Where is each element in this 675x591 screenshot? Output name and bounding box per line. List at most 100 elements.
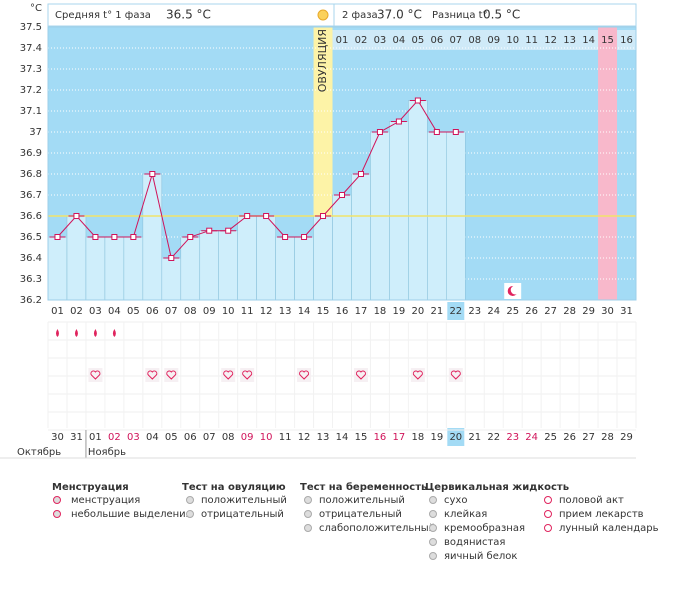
menstruation-icon: [74, 329, 78, 337]
y-tick-label: 37: [29, 127, 42, 138]
header-box: [47, 3, 637, 27]
bar: [180, 236, 201, 301]
x-tick-label: 14: [298, 306, 311, 317]
date-label: 18: [412, 432, 425, 443]
date-label: 22: [487, 432, 500, 443]
legend-icon: [544, 510, 552, 518]
x-tick-label: 24: [487, 306, 500, 317]
phase1-value: 36.5 °C: [166, 8, 211, 22]
x-tick-label: 17: [355, 306, 368, 317]
legend-title: Менструация: [52, 482, 129, 493]
post-ov-day: 09: [487, 35, 500, 46]
x-tick-label: 22: [449, 306, 462, 317]
heart-bg: [410, 368, 425, 382]
x-tick-label: 16: [336, 306, 349, 317]
y-tick-label: 36.7: [20, 190, 42, 201]
bar: [408, 100, 428, 301]
post-ov-day: 15: [601, 35, 614, 46]
post-ov-day: 04: [393, 35, 406, 46]
post-ov-day: 01: [336, 35, 349, 46]
bar: [161, 257, 182, 301]
point: [73, 213, 80, 219]
date-label: 08: [222, 432, 235, 443]
legend-item: лунный календарь: [559, 523, 659, 534]
date-label: 05: [165, 432, 178, 443]
post-ov-day: 02: [355, 35, 368, 46]
x-tick-label: 28: [563, 306, 576, 317]
post-ov-day: 05: [412, 35, 425, 46]
point: [225, 227, 232, 234]
point: [376, 129, 383, 135]
x-tick-label: 11: [241, 306, 254, 317]
heart-bg: [164, 368, 179, 382]
point: [339, 192, 345, 198]
legend-item: водянистая: [444, 537, 505, 548]
date-label: 06: [184, 432, 197, 443]
date-label: 02: [108, 432, 121, 443]
date-label: 27: [582, 432, 595, 443]
heart-bg: [297, 368, 312, 382]
legend-title: Тест на беременность: [300, 481, 427, 493]
date-label: 30: [51, 432, 64, 443]
bar: [294, 236, 314, 301]
legend-item: слабоположительный: [319, 523, 435, 534]
bar: [142, 173, 163, 301]
y-tick-label: 36.3: [20, 274, 42, 285]
phase2-strip: [332, 30, 636, 50]
x-tick-label: 06: [146, 306, 159, 317]
y-tick-label: 36.4: [20, 253, 42, 264]
ovulation-label: ОВУЛЯЦИЯ: [316, 29, 329, 92]
plot: 36.2 36.3 36.4 36.5 36.6 36.7 36.8 36.9 37 37.1 37…: [0, 22, 659, 562]
phase1-label: Средняя t° 1 фаза: [55, 10, 151, 21]
bar: [85, 236, 106, 301]
x-tick-label: 07: [165, 306, 178, 317]
month-label: Ноябрь: [88, 447, 126, 458]
date-label: 16: [374, 432, 387, 443]
post-ov-day: 16: [620, 35, 633, 46]
point: [54, 234, 61, 240]
x-tick-label: 10: [222, 306, 235, 317]
point: [452, 129, 459, 135]
diff-value: 0.5 °C: [483, 8, 520, 22]
y-tick-label: 36.2: [20, 295, 42, 306]
legend-item: половой акт: [559, 495, 624, 506]
post-ov-day: 12: [544, 35, 557, 46]
diff-label: Разница t°: [432, 10, 488, 21]
today-date-highlight: [447, 428, 465, 446]
post-ov-day: 13: [563, 35, 576, 46]
bar: [256, 215, 276, 301]
legend-title: Тест на овуляцию: [182, 482, 286, 493]
date-label: 15: [355, 432, 368, 443]
phase2-label: 2 фаза: [342, 10, 378, 21]
legend-icon: [304, 510, 312, 518]
date-label: 25: [544, 432, 557, 443]
date-label: 21: [468, 432, 481, 443]
menstruation-icon: [93, 329, 97, 337]
date-label: 13: [317, 432, 330, 443]
point: [111, 234, 118, 240]
x-tick-label: 15: [317, 306, 330, 317]
legend-icon: [429, 496, 437, 504]
x-tick-label: 03: [89, 306, 102, 317]
heart-bg: [448, 368, 463, 382]
expected-period-col: [598, 27, 618, 300]
point: [92, 234, 99, 240]
legend-icon: [304, 496, 312, 504]
date-label: 04: [146, 432, 159, 443]
legend-item: отрицательный: [201, 509, 284, 520]
x-tick-label: 18: [374, 306, 387, 317]
y-tick-label: 36.6: [20, 211, 42, 222]
legend-title: Цервикальная жидкость: [425, 482, 569, 493]
date-label: 23: [506, 432, 519, 443]
legend-icon: [304, 524, 312, 532]
legend-icon: [186, 496, 194, 504]
heart-icon: [147, 370, 158, 380]
y-tick-label: 37.5: [20, 22, 42, 33]
post-ov-day: 08: [468, 35, 481, 46]
date-label: 12: [298, 432, 311, 443]
legend-icon: [429, 538, 437, 546]
heart-icon: [299, 370, 310, 380]
x-tick-label: 13: [279, 306, 292, 317]
legend-item: положительный: [319, 495, 405, 506]
x-tick-label: 26: [525, 306, 538, 317]
